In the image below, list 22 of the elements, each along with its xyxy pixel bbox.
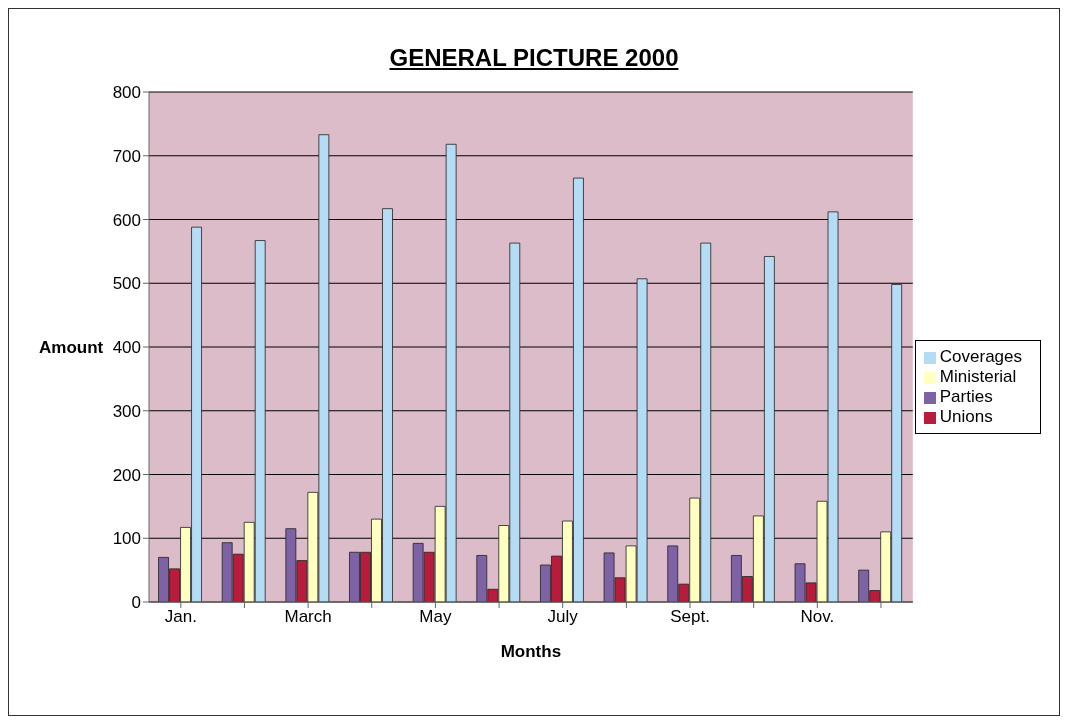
x-tick-label: July	[547, 607, 579, 627]
x-tick-label: Sept.	[670, 607, 710, 627]
y-tick-label: 600	[112, 210, 141, 230]
y-axis-title: Amount	[39, 338, 104, 358]
y-tick-label: 400	[112, 338, 141, 358]
legend-label: Parties	[939, 387, 993, 406]
x-tick-label: May	[419, 607, 452, 627]
y-tick-label: 200	[112, 465, 141, 485]
chart-title: GENERAL PICTURE 2000	[388, 44, 680, 72]
y-tick-label: 700	[112, 146, 141, 166]
y-tick-label: 0	[131, 593, 141, 613]
y-tick-label: 100	[112, 529, 141, 549]
legend-label: Coverages	[939, 347, 1022, 366]
legend-label: Ministerial	[939, 367, 1017, 386]
y-tick-label: 300	[112, 401, 141, 421]
y-tick-label: 800	[112, 83, 141, 103]
y-tick-label: 500	[112, 274, 141, 294]
x-tick-label: March	[284, 607, 332, 627]
x-axis-title: Months	[500, 642, 562, 661]
x-tick-label: Jan.	[164, 607, 197, 627]
legend-label: Unions	[939, 407, 993, 426]
x-tick-label: Nov.	[800, 607, 835, 627]
